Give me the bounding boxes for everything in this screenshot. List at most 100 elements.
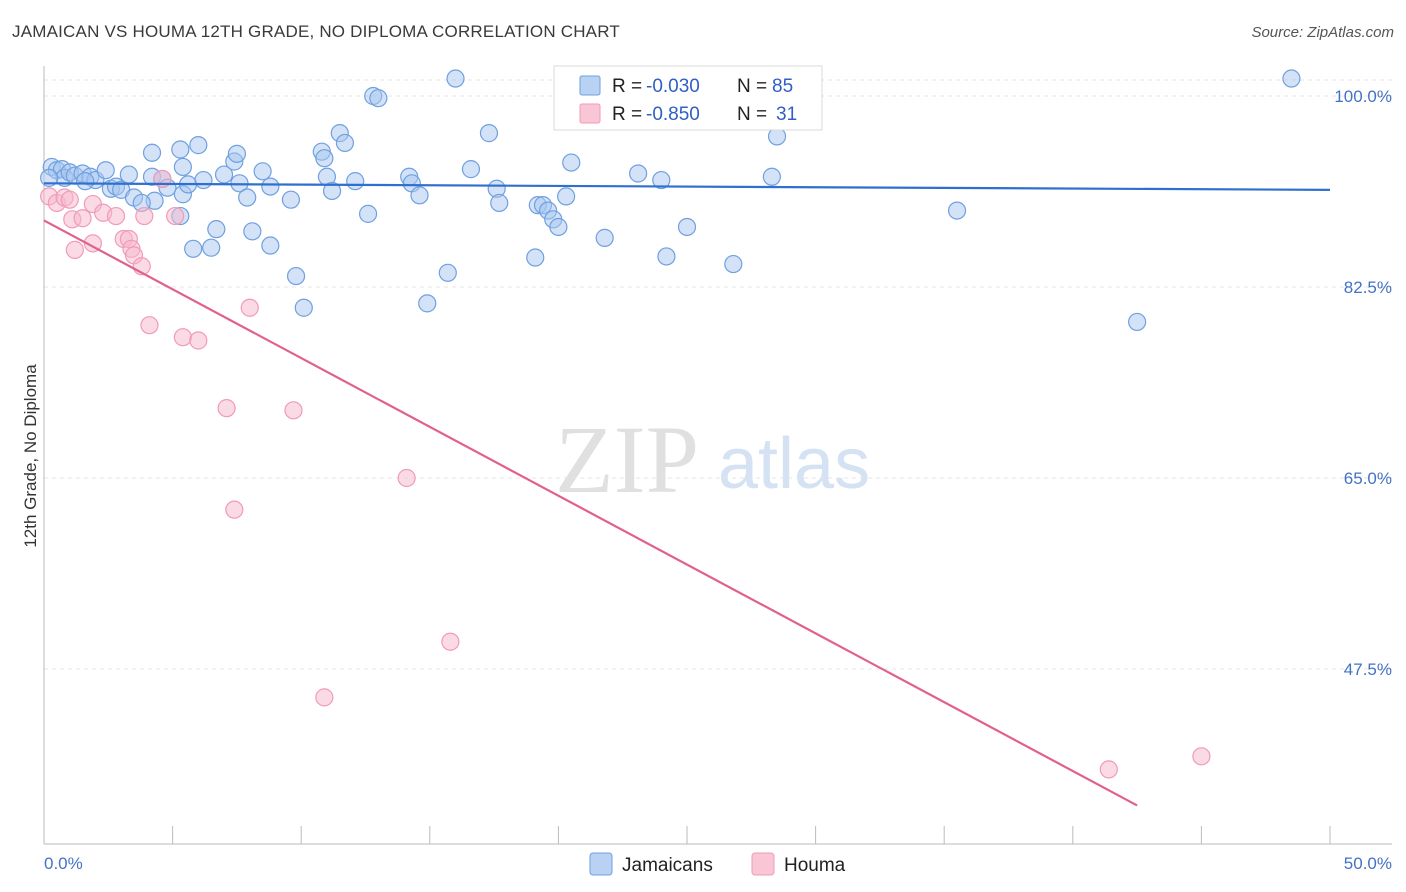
- point-jamaicans: [96, 161, 115, 180]
- y-tick-label: 82.5%: [1344, 278, 1392, 297]
- point-jamaicans: [281, 190, 301, 209]
- point-jamaicans: [526, 248, 545, 267]
- point-jamaicans: [76, 172, 95, 191]
- point-jamaicans: [479, 124, 499, 143]
- point-jamaicans: [1282, 69, 1301, 88]
- legend-r-label-1: R =: [612, 104, 642, 125]
- watermark-atlas: atlas: [718, 424, 870, 504]
- point-houma: [60, 190, 79, 209]
- legend-n-label-0: N =: [737, 76, 767, 97]
- point-jamaicans: [947, 201, 967, 220]
- point-houma: [166, 206, 185, 226]
- point-jamaicans: [238, 188, 257, 207]
- point-jamaicans: [446, 69, 465, 88]
- point-jamaicans: [369, 89, 388, 108]
- point-jamaicans: [652, 170, 671, 190]
- bottom-legend-swatch-houma: [751, 852, 775, 876]
- point-jamaicans: [629, 164, 648, 183]
- point-houma: [1192, 747, 1211, 766]
- point-houma: [140, 316, 159, 335]
- y-tick-label: 47.5%: [1344, 660, 1392, 679]
- point-houma: [65, 240, 84, 259]
- legend-n-value-0: 85: [772, 76, 793, 97]
- x-tick-label-max: 50.0%: [1344, 854, 1392, 873]
- point-jamaicans: [595, 228, 614, 247]
- legend-r-label-0: R =: [612, 76, 642, 97]
- point-jamaicans: [184, 239, 203, 258]
- source-label: Source: ZipAtlas.com: [1251, 24, 1394, 41]
- point-jamaicans: [173, 157, 192, 177]
- point-houma: [83, 234, 102, 253]
- point-jamaicans: [142, 143, 162, 162]
- y-axis-label: 12th Grade, No Diploma: [21, 364, 40, 548]
- point-jamaicans: [286, 266, 306, 286]
- point-houma: [73, 209, 92, 228]
- point-jamaicans: [410, 186, 429, 205]
- point-jamaicans: [119, 165, 138, 184]
- point-jamaicans: [171, 140, 190, 159]
- point-houma: [135, 206, 154, 226]
- point-jamaicans: [1127, 312, 1147, 332]
- point-jamaicans: [461, 160, 481, 179]
- point-jamaicans: [557, 187, 576, 206]
- chart-title: JAMAICAN VS HOUMA 12TH GRADE, NO DIPLOMA…: [12, 22, 620, 41]
- y-tick-label: 65.0%: [1344, 469, 1392, 488]
- bottom-legend-houma: Houma: [784, 855, 846, 876]
- point-jamaicans: [346, 172, 365, 191]
- legend-r-value-0: -0.030: [646, 76, 700, 97]
- point-jamaicans: [657, 247, 676, 266]
- point-houma: [284, 401, 303, 420]
- point-jamaicans: [214, 165, 234, 184]
- y-tick-label: 100.0%: [1334, 87, 1392, 106]
- point-jamaicans: [315, 149, 334, 168]
- y-tick-labels: 100.0% 82.5% 65.0% 47.5%: [1334, 87, 1392, 679]
- point-jamaicans: [261, 236, 280, 255]
- point-jamaicans: [40, 168, 59, 187]
- point-jamaicans: [189, 136, 208, 155]
- point-houma: [173, 328, 192, 347]
- point-jamaicans: [253, 162, 272, 181]
- point-houma: [189, 331, 208, 350]
- point-jamaicans: [194, 170, 213, 190]
- legend-n-label-1: N =: [737, 104, 767, 125]
- point-houma: [240, 298, 259, 317]
- point-houma: [397, 468, 416, 488]
- point-houma: [225, 500, 244, 519]
- point-houma: [217, 399, 236, 418]
- point-jamaicans: [261, 177, 280, 196]
- bottom-legend-jamaicans: Jamaicans: [622, 855, 713, 876]
- point-jamaicans: [207, 220, 226, 239]
- x-tick-label-min: 0.0%: [44, 854, 83, 873]
- point-jamaicans: [322, 181, 342, 201]
- trend-line-houma: [43, 219, 1138, 807]
- legend-n-value-1: 31: [776, 104, 797, 125]
- point-jamaicans: [438, 263, 457, 282]
- point-jamaicans: [677, 217, 697, 237]
- watermark-zip: ZIP: [555, 406, 699, 513]
- bottom-legend-swatch-jamaicans: [589, 852, 613, 876]
- legend-swatch-jamaicans: [579, 75, 601, 96]
- bottom-legend: Jamaicans Houma: [589, 852, 846, 876]
- legend-box: R = -0.030 N = 85 R = -0.850 N = 31: [553, 65, 823, 131]
- point-houma: [1099, 760, 1118, 779]
- point-jamaicans: [358, 204, 378, 223]
- legend-r-value-1: -0.850: [646, 104, 700, 125]
- point-jamaicans: [490, 193, 509, 213]
- trend-lines: [43, 182, 1331, 807]
- point-jamaicans: [418, 294, 437, 313]
- point-houma: [106, 206, 126, 226]
- point-jamaicans: [202, 238, 221, 257]
- point-houma: [441, 632, 460, 651]
- point-jamaicans: [724, 254, 743, 274]
- point-jamaicans: [335, 133, 355, 153]
- point-jamaicans: [227, 144, 246, 163]
- point-jamaicans: [562, 153, 581, 172]
- point-jamaicans: [549, 217, 568, 237]
- legend-swatch-houma: [579, 103, 601, 124]
- point-houma: [315, 688, 334, 707]
- point-jamaicans: [294, 298, 313, 317]
- point-jamaicans: [762, 167, 781, 186]
- trend-line-jamaicans: [43, 182, 1331, 191]
- point-jamaicans: [243, 222, 262, 241]
